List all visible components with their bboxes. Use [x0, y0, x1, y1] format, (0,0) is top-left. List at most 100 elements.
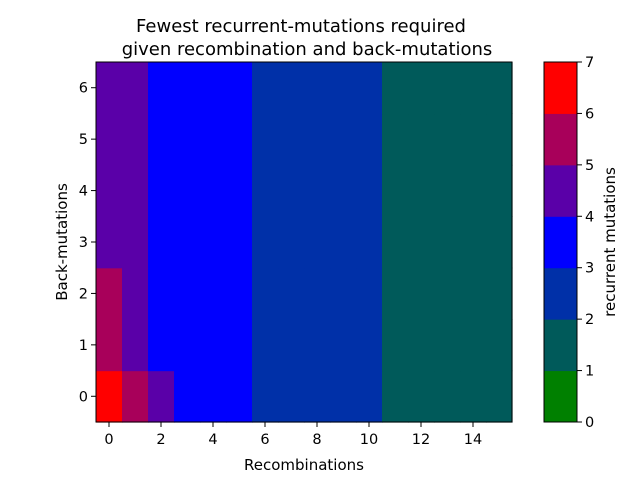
- x-tick-label: 2: [156, 432, 165, 448]
- heatmap-cell: [278, 62, 305, 115]
- heatmap-cell: [252, 319, 279, 372]
- heatmap-cell: [148, 164, 175, 217]
- heatmap-cell: [148, 267, 175, 320]
- x-tick-label: 10: [360, 432, 378, 448]
- heatmap-cell: [304, 319, 331, 372]
- x-axis-label: Recombinations: [244, 456, 364, 474]
- heatmap-cell: [200, 62, 227, 115]
- heatmap-cell: [148, 319, 175, 372]
- heatmap-cell: [434, 62, 461, 115]
- heatmap-cell: [486, 370, 513, 423]
- colorbar-tick-label: 0: [585, 415, 594, 431]
- heatmap-cell: [122, 319, 149, 372]
- heatmap-cell: [460, 216, 487, 269]
- heatmap-cell: [96, 113, 123, 166]
- heatmap-cell: [304, 164, 331, 217]
- heatmap-cell: [382, 267, 409, 320]
- heatmap-cell: [408, 62, 435, 115]
- y-tick-label: 1: [79, 338, 88, 354]
- colorbar-ticks: 0 1 2 3 4 5 6 7: [577, 55, 594, 431]
- heatmap-cell: [382, 216, 409, 269]
- heatmap-cell: [460, 62, 487, 115]
- colorbar-tick-label: 2: [585, 312, 594, 328]
- heatmap-cell: [356, 216, 383, 269]
- heatmap-cell: [460, 370, 487, 423]
- heatmap-cell: [486, 62, 513, 115]
- colorbar-segment: [544, 319, 577, 372]
- heatmap-cell: [356, 267, 383, 320]
- heatmap-cell: [330, 113, 357, 166]
- heatmap-cell: [96, 164, 123, 217]
- heatmap-cell: [96, 216, 123, 269]
- heatmap-cell: [356, 319, 383, 372]
- heatmap-cell: [408, 319, 435, 372]
- heatmap-cell: [356, 164, 383, 217]
- heatmap-cell: [330, 267, 357, 320]
- heatmap-cell: [434, 267, 461, 320]
- x-tick-label: 14: [464, 432, 482, 448]
- y-tick-label: 4: [79, 184, 88, 200]
- y-tick-label: 3: [79, 235, 88, 251]
- heatmap-cell: [460, 319, 487, 372]
- heatmap-cell: [382, 113, 409, 166]
- heatmap-cell: [278, 370, 305, 423]
- heatmap-cell: [122, 216, 149, 269]
- x-tick-label: 4: [208, 432, 217, 448]
- heatmap-cell: [174, 164, 201, 217]
- heatmap-cell: [200, 164, 227, 217]
- x-axis-ticks: 0 2 4 6 8 10 12 14: [104, 422, 482, 448]
- x-tick-label: 6: [260, 432, 269, 448]
- heatmap-cell: [434, 216, 461, 269]
- heatmap-cell: [356, 370, 383, 423]
- heatmap-cell: [486, 267, 513, 320]
- heatmap-cell: [460, 267, 487, 320]
- heatmap-cell: [96, 62, 123, 115]
- heatmap-cell: [408, 216, 435, 269]
- heatmap-cell: [226, 216, 253, 269]
- heatmap-cell: [460, 164, 487, 217]
- heatmap-cell: [122, 164, 149, 217]
- heatmap-cell: [200, 216, 227, 269]
- heatmap-cell: [330, 319, 357, 372]
- heatmap-cell: [174, 319, 201, 372]
- heatmap-cell: [252, 113, 279, 166]
- heatmap-cell: [382, 370, 409, 423]
- heatmap-cell: [252, 164, 279, 217]
- heatmap-cell: [278, 319, 305, 372]
- chart-title-line-2: given recombination and back-mutations: [122, 39, 493, 60]
- heatmap-cell: [304, 62, 331, 115]
- heatmap-cell: [174, 113, 201, 166]
- heatmap-cell: [148, 216, 175, 269]
- colorbar-tick-label: 6: [585, 106, 594, 122]
- colorbar-segment: [544, 62, 577, 114]
- heatmap-cell: [486, 216, 513, 269]
- chart-title-line-1: Fewest recurrent-mutations required: [136, 16, 466, 37]
- heatmap-cell: [122, 62, 149, 115]
- x-tick-label: 8: [312, 432, 321, 448]
- heatmap-cell: [382, 164, 409, 217]
- heatmap-cell: [304, 113, 331, 166]
- heatmap-cell: [252, 62, 279, 115]
- heatmap-cell: [408, 113, 435, 166]
- heatmap-cell: [122, 370, 149, 423]
- heatmap-cell: [330, 164, 357, 217]
- heatmap-cell: [278, 164, 305, 217]
- heatmap-cell: [382, 62, 409, 115]
- heatmap-cell: [278, 216, 305, 269]
- heatmap-cell: [226, 267, 253, 320]
- heatmap-cell: [122, 267, 149, 320]
- colorbar-frame: [543, 61, 578, 423]
- heatmap-cell: [304, 216, 331, 269]
- heatmap-cell: [356, 62, 383, 115]
- heatmap-cell: [304, 370, 331, 423]
- heatmap-cell: [148, 370, 175, 423]
- heatmap-cell: [200, 319, 227, 372]
- heatmap-cell: [174, 62, 201, 115]
- heatmap-cell: [252, 370, 279, 423]
- heatmap-cell: [460, 113, 487, 166]
- y-tick-label: 0: [79, 389, 88, 405]
- heatmap-cell: [278, 267, 305, 320]
- heatmap-cell: [434, 370, 461, 423]
- heatmap-cell: [486, 164, 513, 217]
- colorbar-segment: [544, 113, 577, 166]
